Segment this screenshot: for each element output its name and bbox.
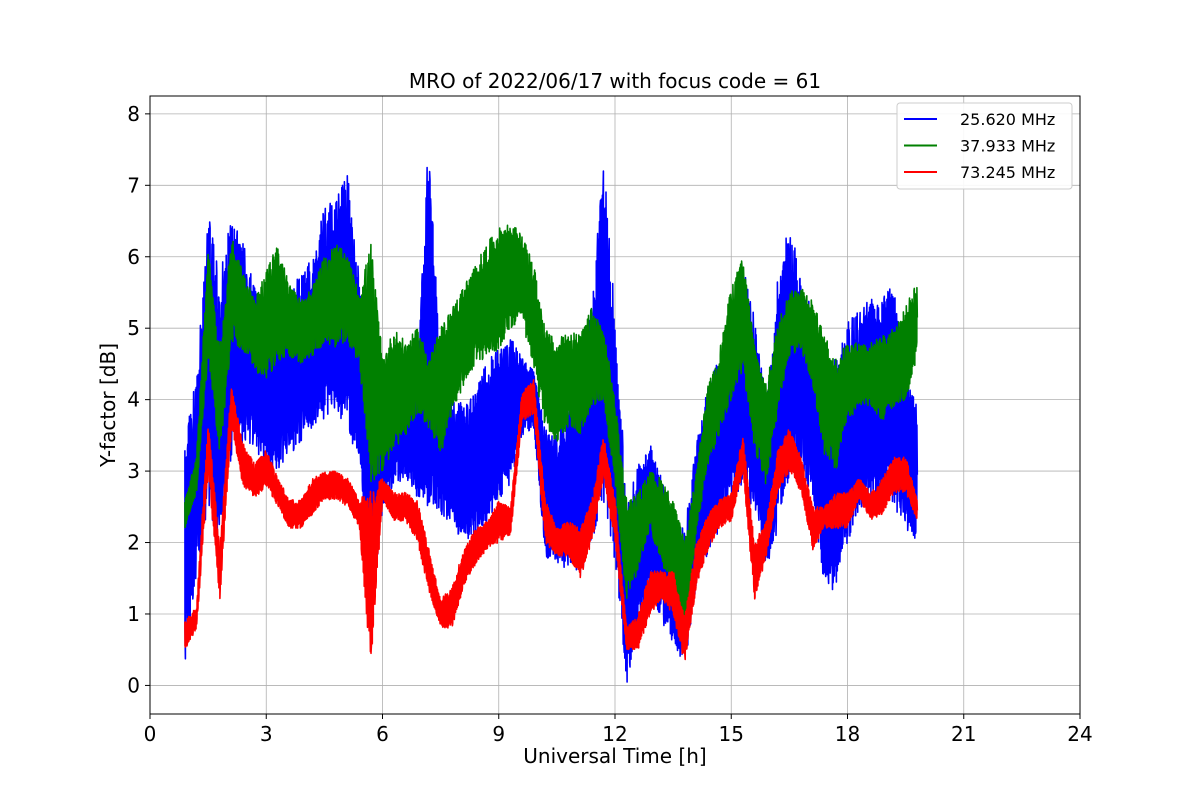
y-tick-label: 8 <box>127 102 140 126</box>
legend-label: 37.933 MHz <box>960 137 1055 156</box>
x-tick-label: 0 <box>144 722 157 746</box>
y-tick-label: 3 <box>127 459 140 483</box>
y-tick-label: 2 <box>127 531 140 555</box>
y-tick-label: 7 <box>127 173 140 197</box>
x-tick-label: 24 <box>1067 722 1092 746</box>
x-axis-label: Universal Time [h] <box>523 744 706 768</box>
y-tick-label: 1 <box>127 602 140 626</box>
x-tick-label: 3 <box>260 722 273 746</box>
series-line-2 <box>184 224 919 624</box>
series-layer <box>184 166 919 683</box>
series-line-3 <box>184 379 919 661</box>
x-tick-label: 6 <box>376 722 389 746</box>
legend: 25.620 MHz 37.933 MHz 73.245 MHz <box>896 102 1073 190</box>
x-tick-label: 9 <box>492 722 505 746</box>
legend-box <box>896 102 1073 190</box>
legend-label: 73.245 MHz <box>960 163 1055 182</box>
x-tick-label: 21 <box>951 722 976 746</box>
x-tick-label: 12 <box>602 722 627 746</box>
y-tick-label: 6 <box>127 245 140 269</box>
x-tick-label: 15 <box>719 722 744 746</box>
x-tick-label: 18 <box>835 722 860 746</box>
y-tick-label: 4 <box>127 388 140 412</box>
chart-title: MRO of 2022/06/17 with focus code = 61 <box>409 69 821 93</box>
y-tick-label: 0 <box>127 673 140 697</box>
legend-label: 25.620 MHz <box>960 110 1055 129</box>
y-axis-label: Y-factor [dB] <box>96 343 120 468</box>
y-tick-label: 5 <box>127 316 140 340</box>
